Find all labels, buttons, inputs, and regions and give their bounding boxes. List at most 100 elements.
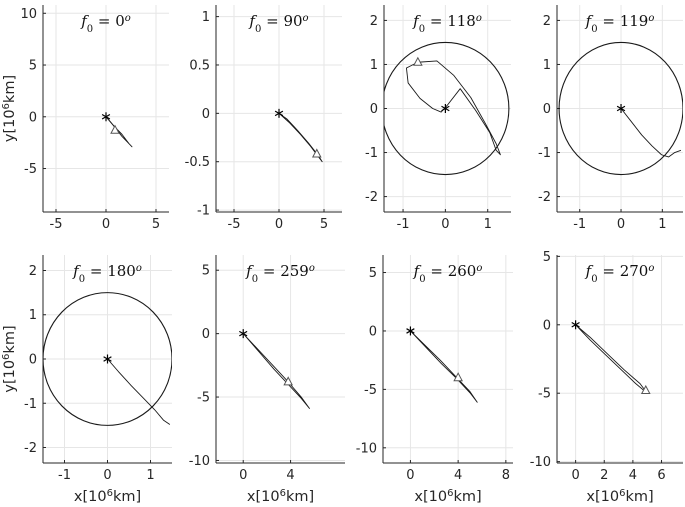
x-tick-label: 0: [275, 217, 283, 232]
y-tick-label: 0: [370, 102, 378, 117]
asterisk-stroke: [571, 322, 580, 328]
x-tick-label: 6: [657, 468, 665, 483]
y-axis-label: y[106km]: [1, 325, 19, 392]
panel-title: f0 = 259o: [245, 262, 315, 285]
plot-area: [571, 320, 651, 394]
asterisk-stroke: [441, 105, 450, 112]
triangle-marker: [110, 124, 120, 134]
y-tick-label: 5: [29, 59, 37, 74]
y-tick-label: 0: [29, 110, 37, 125]
x-tick-label: -5: [228, 217, 241, 232]
triangle-marker: [640, 384, 651, 394]
y-tick-label: -5: [538, 387, 551, 402]
panel-6: 0 4 -10 -5 0 5 f0 = 259o x[106km]: [189, 255, 345, 505]
x-tick-label: 0: [103, 468, 111, 483]
x-axis-label: x[106km]: [74, 488, 141, 506]
series-circle: [558, 41, 683, 176]
y-tick-label: 10: [20, 7, 37, 22]
asterisk-stroke: [239, 330, 248, 337]
x-tick-label: 1: [146, 468, 154, 483]
x-tick-label: -1: [573, 217, 586, 232]
asterisk-stroke: [616, 105, 626, 112]
x-axis-label: x[106km]: [247, 488, 314, 506]
y-tick-label: 0: [543, 102, 551, 117]
y-tick-label: 0: [29, 353, 37, 368]
plot-area: [384, 41, 510, 176]
y-tick-label: 2: [370, 14, 378, 29]
y-tick-label: 1: [29, 308, 37, 323]
x-tick-label: 4: [286, 468, 294, 483]
panel-title: f0 = 260o: [413, 262, 483, 285]
x-tick-label: 5: [320, 217, 328, 232]
plot-area: [43, 292, 172, 426]
central-body-marker: [571, 320, 580, 330]
triangle-marker: [453, 372, 463, 382]
y-tick-label: -10: [530, 455, 551, 470]
panel-2: -5 0 5 -1 -0.5 0 0.5 1 f0 = 90o: [185, 5, 342, 232]
panel-4: -1 0 1 -2 -1 0 1 2 f0 = 119o: [538, 5, 683, 232]
y-tick-label: -0.5: [185, 155, 210, 170]
x-tick-label: 8: [502, 468, 510, 483]
x-tick-label: -1: [58, 468, 71, 483]
panel-8: 0 2 4 6 -10 -5 0 5 f0 = 270o x[106km]: [530, 250, 683, 505]
central-body-marker: [239, 329, 248, 339]
y-tick-label: 0: [202, 107, 210, 122]
series-line: [410, 330, 478, 403]
panel-5: -1 0 1 -2 -1 0 1 2 f0 = 180o x[106km] y[106km]: [1, 255, 172, 506]
y-tick-label: 2: [29, 264, 37, 279]
plot-area: [406, 326, 478, 403]
central-body-marker: [101, 112, 111, 122]
y-tick-label: 5: [369, 266, 377, 281]
series-line: [620, 108, 682, 158]
x-tick-label: 2: [600, 468, 608, 483]
series-line: [278, 112, 323, 163]
y-tick-label: -1: [197, 204, 210, 219]
y-tick-label: 1: [202, 10, 210, 25]
central-body-marker: [406, 326, 415, 336]
panel-title: f0 = 180o: [72, 262, 142, 285]
panel-title: f0 = 0o: [80, 12, 131, 35]
x-tick-label: 4: [629, 468, 637, 483]
x-tick-label: -5: [50, 217, 63, 232]
y-tick-label: -5: [364, 383, 377, 398]
y-tick-label: -10: [189, 454, 210, 469]
y-tick-label: 5: [543, 250, 551, 265]
triangle-marker: [413, 56, 423, 66]
y-tick-label: 5: [202, 264, 210, 279]
plot-area: [558, 41, 683, 176]
y-tick-label: -2: [24, 441, 37, 456]
central-body-marker: [441, 104, 450, 113]
x-axis-label: x[106km]: [586, 488, 653, 506]
central-body-marker: [103, 354, 112, 364]
panel-3: -1 0 1 -2 -1 0 1 2 f0 = 118o: [365, 5, 511, 232]
series-line: [242, 333, 310, 409]
x-tick-label: 0: [441, 217, 449, 232]
series-line: [575, 324, 648, 394]
x-tick-label: 0: [571, 468, 579, 483]
panel-title: f0 = 119o: [585, 12, 655, 35]
panel-title: f0 = 118o: [412, 12, 482, 35]
y-tick-label: 0.5: [189, 58, 210, 73]
plot-area: [239, 329, 310, 409]
y-tick-label: 1: [543, 58, 551, 73]
y-tick-label: -1: [365, 146, 378, 161]
panel-7: 0 4 8 -10 -5 0 5 f0 = 260o x[106km]: [356, 255, 513, 505]
x-tick-label: 1: [658, 217, 666, 232]
series-line: [405, 60, 501, 156]
series-line: [105, 116, 133, 148]
plot-area: [274, 108, 323, 163]
y-tick-label: -2: [538, 190, 551, 205]
y-tick-label: 0: [369, 324, 377, 339]
y-tick-label: 0: [202, 327, 210, 342]
x-tick-label: 0: [102, 217, 110, 232]
plot-area: [101, 112, 133, 148]
x-tick-label: 0: [239, 468, 247, 483]
central-body-marker: [274, 108, 284, 118]
y-tick-label: -1: [538, 146, 551, 161]
series-line: [107, 358, 171, 425]
series-circle: [43, 292, 172, 426]
y-tick-label: 0: [543, 318, 551, 333]
y-tick-label: -10: [356, 441, 377, 456]
y-axis-label: y[106km]: [1, 75, 19, 142]
